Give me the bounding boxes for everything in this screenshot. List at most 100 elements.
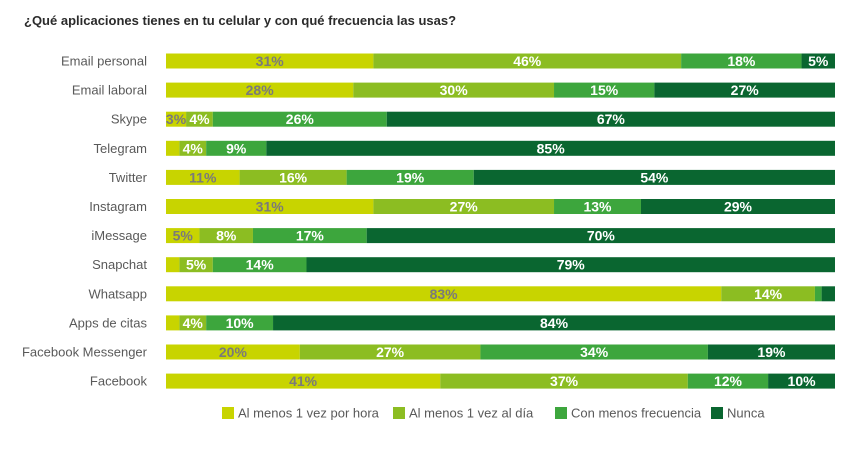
bar-segment xyxy=(299,344,481,360)
data-label: 26% xyxy=(286,111,315,127)
bar-segment xyxy=(640,199,835,214)
bar-segment xyxy=(554,199,641,214)
legend-swatch xyxy=(393,407,405,419)
bar-segment xyxy=(768,373,835,389)
bar-segment xyxy=(206,140,267,156)
bar-segment xyxy=(346,169,474,185)
data-label: 79% xyxy=(557,257,586,273)
data-label: 5% xyxy=(186,257,207,273)
category-label: Email laboral xyxy=(72,83,147,98)
data-label: 37% xyxy=(550,373,579,389)
bar-segment xyxy=(166,169,240,185)
data-label: 41% xyxy=(289,373,318,389)
category-label: Instagram xyxy=(89,199,147,214)
data-label: 70% xyxy=(587,228,616,244)
category-label: Twitter xyxy=(109,170,148,185)
bar-segment xyxy=(353,82,555,98)
category-label: Snapchat xyxy=(92,257,147,272)
bar-segment xyxy=(166,257,180,273)
bar-segment xyxy=(707,344,835,360)
data-label: 14% xyxy=(246,257,275,273)
data-label: 19% xyxy=(757,344,786,360)
bar-segment xyxy=(687,373,769,389)
data-label: 5% xyxy=(173,228,194,244)
bar-segment xyxy=(166,344,300,360)
legend-label: Al menos 1 vez al día xyxy=(409,406,534,421)
data-label: 30% xyxy=(440,82,469,98)
data-label: 31% xyxy=(256,199,285,215)
bar-segment xyxy=(199,228,253,244)
data-label: 54% xyxy=(640,169,669,185)
bar-segment xyxy=(554,82,655,98)
bar-segment xyxy=(306,257,835,273)
bar-segment xyxy=(821,286,835,302)
bar-segment xyxy=(801,53,835,69)
data-label: 10% xyxy=(788,373,817,389)
bar-segment xyxy=(212,111,387,127)
bar-segment xyxy=(266,140,836,156)
bar-segment xyxy=(373,199,555,214)
data-label: 9% xyxy=(226,140,247,156)
data-label: 12% xyxy=(714,373,743,389)
bar-segment xyxy=(179,140,207,156)
data-label: 17% xyxy=(296,228,325,244)
bar-segment xyxy=(166,286,722,302)
data-label: 27% xyxy=(450,199,479,215)
bar-segment xyxy=(814,286,822,302)
bar-segment xyxy=(179,257,213,273)
data-label: 34% xyxy=(580,344,609,360)
bar-segment xyxy=(239,169,347,185)
legend-label: Al menos 1 vez por hora xyxy=(238,406,380,421)
data-label: 18% xyxy=(727,53,756,69)
data-label: 19% xyxy=(396,169,425,185)
bar-segment xyxy=(166,111,187,127)
bar-segment xyxy=(480,344,708,360)
bar-segment xyxy=(681,53,802,69)
data-label: 15% xyxy=(590,82,619,98)
data-label: 28% xyxy=(246,82,275,98)
data-label: 27% xyxy=(376,344,405,360)
data-label: 5% xyxy=(808,53,829,69)
data-label: 46% xyxy=(513,53,542,69)
category-label: Telegram xyxy=(94,141,147,156)
chart-title: ¿Qué aplicaciones tienes en tu celular y… xyxy=(24,13,457,28)
category-label: Facebook xyxy=(90,374,148,389)
bar-segment xyxy=(252,228,367,244)
category-label: iMessage xyxy=(91,228,147,243)
category-label: Skype xyxy=(111,112,147,127)
data-label: 85% xyxy=(537,140,566,156)
data-label: 27% xyxy=(731,82,760,98)
bar-segment xyxy=(440,373,688,389)
bar-segment xyxy=(179,315,207,331)
data-label: 10% xyxy=(226,315,255,331)
data-label: 31% xyxy=(256,53,285,69)
bar-segment xyxy=(166,82,354,98)
bar-segment xyxy=(166,315,180,331)
legend-swatch xyxy=(711,407,723,419)
data-label: 84% xyxy=(540,315,569,331)
data-label: 16% xyxy=(279,169,308,185)
category-label: Apps de citas xyxy=(69,315,148,330)
data-label: 8% xyxy=(216,228,237,244)
data-label: 4% xyxy=(183,140,204,156)
bar-segment xyxy=(273,315,835,331)
data-label: 29% xyxy=(724,199,753,215)
legend-swatch xyxy=(555,407,567,419)
bar-segment xyxy=(166,53,374,69)
data-label: 20% xyxy=(219,344,248,360)
bar-segment xyxy=(166,199,374,214)
bar-segment xyxy=(166,373,441,389)
bar-segment xyxy=(186,111,213,127)
bar-segment xyxy=(386,111,835,127)
bar-segment xyxy=(166,140,180,156)
bar-segment xyxy=(166,228,200,244)
data-label: 4% xyxy=(189,111,210,127)
data-label: 13% xyxy=(583,199,612,215)
legend-label: Con menos frecuencia xyxy=(571,406,702,421)
data-label: 3% xyxy=(166,111,187,127)
category-label: Facebook Messenger xyxy=(22,345,148,360)
data-label: 11% xyxy=(189,169,217,185)
bar-segment xyxy=(473,169,835,185)
bar-segment xyxy=(721,286,815,302)
